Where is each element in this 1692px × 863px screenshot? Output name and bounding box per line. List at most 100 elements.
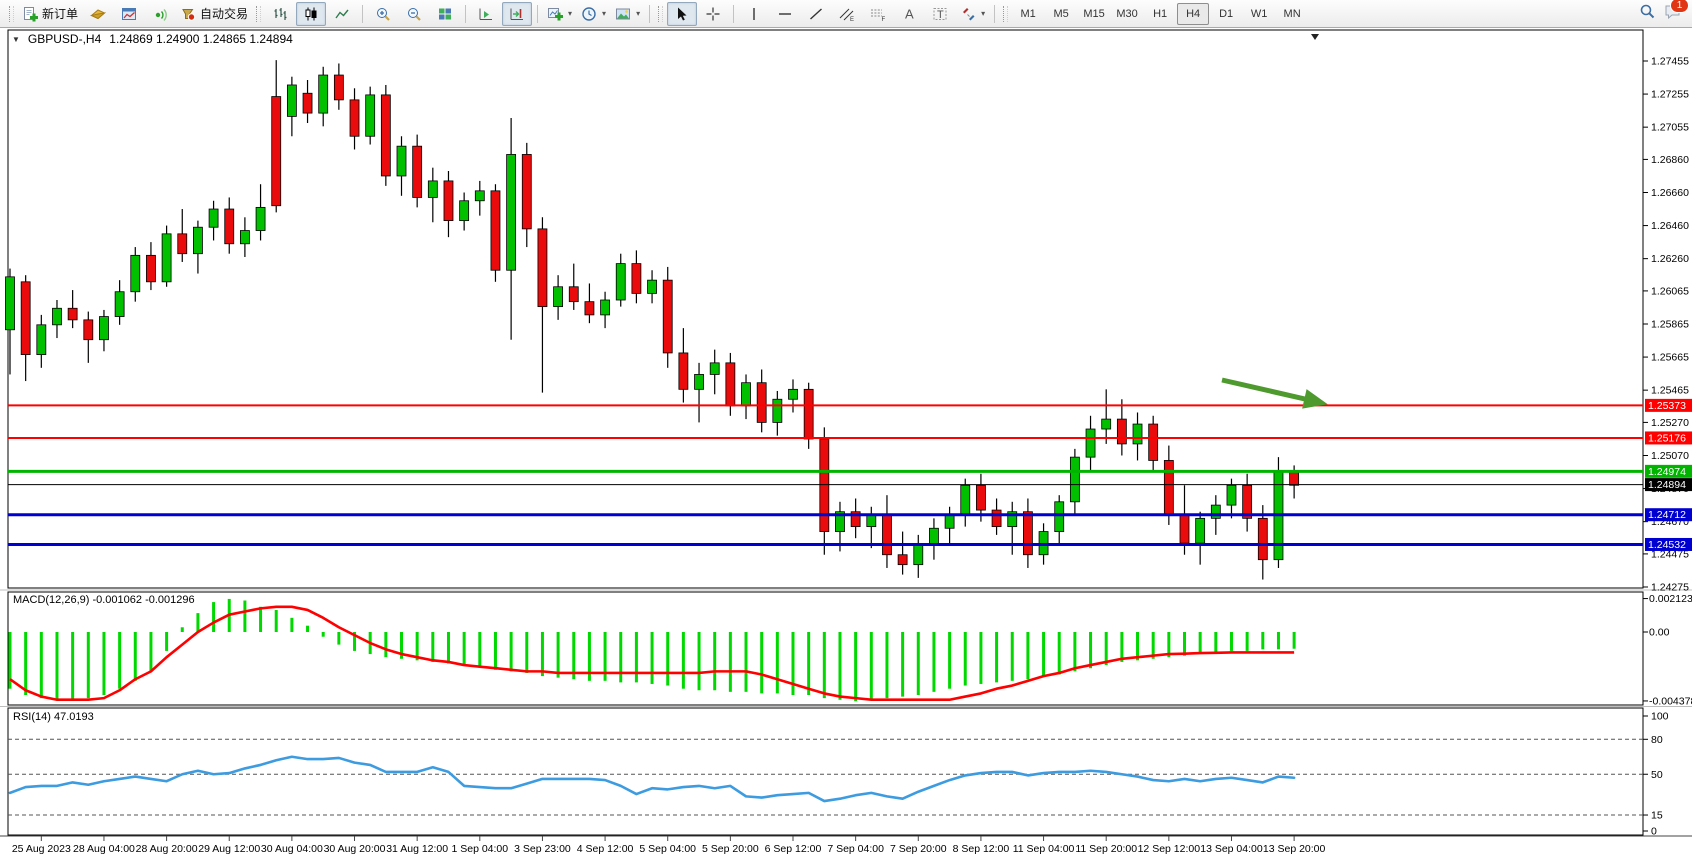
signal-button[interactable] <box>145 2 175 26</box>
macd-scale[interactable]: 0.002123 0.00 -0.004378 <box>1643 593 1692 707</box>
annotation-arrow[interactable] <box>1221 377 1328 409</box>
trendline-button[interactable] <box>801 2 831 26</box>
price-level-lines[interactable] <box>8 404 1643 546</box>
bearish-candle <box>302 92 313 114</box>
text-button[interactable]: A <box>894 2 924 26</box>
vertical-line-icon <box>753 7 755 20</box>
bearish-candle <box>537 228 548 308</box>
text-label-icon: T <box>933 7 947 21</box>
zoom-out-icon <box>408 7 421 21</box>
bearish-candle <box>976 484 986 511</box>
bullish-candle <box>1069 456 1080 503</box>
notifications-button[interactable]: 1 <box>1664 0 1689 25</box>
bullish-candle <box>1195 517 1206 544</box>
bullish-candle <box>506 154 517 271</box>
search-button[interactable] <box>1639 3 1656 25</box>
price-scale[interactable]: 1.27455 1.27255 1.27055 1.26860 1.26660 1.264… <box>1643 55 1692 593</box>
toolbar-grip <box>9 5 14 22</box>
macd-panel <box>8 598 1296 702</box>
bearish-candle <box>882 514 892 556</box>
time-tick-label: 28 Aug 04:00 <box>73 843 135 855</box>
bearish-candle <box>443 180 454 222</box>
timeframe-m1[interactable]: M1 <box>1020 7 1036 20</box>
bearish-candle <box>803 388 814 440</box>
bullish-candle <box>1132 423 1143 445</box>
arrows-button[interactable]: ▾ <box>956 2 989 26</box>
line-chart-button[interactable] <box>327 2 357 26</box>
arrow-shapes-icon <box>963 7 975 20</box>
rsi-panel <box>8 738 1643 816</box>
horizontal-line-button[interactable] <box>770 2 800 26</box>
rsi-scale-label: 100 <box>1651 711 1669 723</box>
time-tick-label: 29 Aug 12:00 <box>198 843 260 855</box>
bearish-candle <box>20 281 31 355</box>
chart-collapse-icon[interactable]: ▼ <box>12 34 20 44</box>
time-tick-label: 4 Sep 12:00 <box>577 843 634 855</box>
bearish-candle <box>662 279 673 354</box>
equidistant-channel-button[interactable]: E <box>832 2 862 26</box>
timeframe-d1[interactable]: D1 <box>1219 7 1234 20</box>
bearish-candle <box>819 438 830 532</box>
chart-window-button[interactable] <box>114 2 144 26</box>
vertical-line-button[interactable] <box>739 2 769 26</box>
chevron-down-icon: ▾ <box>568 9 573 18</box>
timeframe-w1[interactable]: W1 <box>1250 7 1268 20</box>
bullish-candle <box>318 74 329 114</box>
bullish-candle <box>1054 501 1065 532</box>
new-order-button[interactable]: 新订单 <box>18 2 82 26</box>
bar-chart-button[interactable] <box>265 2 295 26</box>
fibonacci-button[interactable]: F <box>863 2 893 26</box>
bearish-candle <box>521 154 532 230</box>
cursor-button[interactable] <box>667 1 698 26</box>
price-level-badge-label: 1.25176 <box>1648 432 1686 444</box>
price-tick-label: 1.26860 <box>1651 154 1689 166</box>
timeframe-m30[interactable]: M30 <box>1116 7 1138 20</box>
timeframe-h1[interactable]: H1 <box>1153 7 1168 20</box>
periods-button[interactable]: ▾ <box>577 2 610 26</box>
bullish-candle <box>239 230 250 245</box>
chart-symbol-period: GBPUSD-,H4 <box>27 32 102 46</box>
price-tick-label: 1.25270 <box>1651 417 1689 429</box>
time-tick-label: 28 Aug 20:00 <box>136 843 198 855</box>
timeframe-h4[interactable]: H4 <box>1177 2 1210 25</box>
toolbar-separator <box>994 4 996 23</box>
crosshair-button[interactable] <box>698 2 728 26</box>
toolbar-grip <box>658 5 664 22</box>
candlestick-chart-icon <box>305 7 317 20</box>
price-tick-label: 1.25665 <box>1651 352 1689 364</box>
timeframe-mn[interactable]: MN <box>1283 7 1301 20</box>
timeframe-m15[interactable]: M15 <box>1083 7 1105 20</box>
bullish-candle <box>286 84 297 117</box>
macd-scale-label: -0.004378 <box>1649 695 1692 707</box>
tile-windows-button[interactable] <box>430 2 460 26</box>
algo-trading-button[interactable]: 自动交易 <box>176 2 252 26</box>
chart-shift-button[interactable] <box>502 1 533 26</box>
price-tick-label: 1.25865 <box>1651 318 1689 330</box>
chart-shift-marker[interactable] <box>1311 34 1319 40</box>
candlestick-chart-button[interactable] <box>296 1 327 26</box>
bullish-candle <box>52 307 62 326</box>
bullish-candle <box>255 206 266 231</box>
bearish-candle <box>1116 418 1127 445</box>
chart-canvas[interactable]: 1.27455 1.27255 1.27055 1.26860 1.26660 1.264… <box>0 28 1692 858</box>
bullish-candle <box>694 374 704 390</box>
timeframe-m5[interactable]: M5 <box>1053 7 1069 20</box>
cursor-icon <box>678 7 687 20</box>
price-tick-label: 1.26065 <box>1651 285 1689 297</box>
templates-button[interactable]: ▾ <box>611 2 644 26</box>
time-tick-label: 11 Sep 04:00 <box>1013 843 1075 855</box>
price-level-badge <box>1645 398 1692 412</box>
text-label-button[interactable]: T <box>925 2 955 26</box>
time-scale[interactable]: 25 Aug 2023 28 Aug 04:00 28 Aug 20:00 29 Au… <box>12 836 1326 855</box>
auto-scroll-button[interactable] <box>471 2 501 26</box>
zoom-in-button[interactable] <box>368 2 398 26</box>
indicators-button[interactable]: ▾ <box>543 2 576 26</box>
signal-icon <box>155 8 167 21</box>
price-tick-label: 1.26660 <box>1651 187 1689 199</box>
rsi-scale[interactable]: 100 80 50 15 0 <box>1643 711 1669 838</box>
main-toolbar: 新订单 自动交易 ▾ <box>0 0 1692 28</box>
zoom-out-button[interactable] <box>399 2 429 26</box>
bullish-candle <box>130 254 141 293</box>
gold-diamond-button[interactable] <box>83 2 113 26</box>
text-a-icon: A <box>905 6 914 21</box>
